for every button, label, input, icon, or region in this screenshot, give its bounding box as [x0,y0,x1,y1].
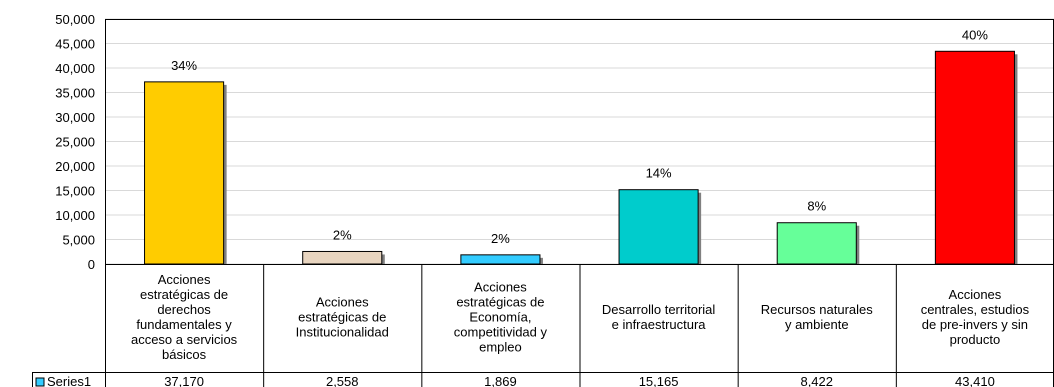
y-tick-label: 30,000 [55,110,95,125]
y-tick-label: 15,000 [55,184,95,199]
table-value: 1,869 [484,374,517,387]
bar-percentage-label: 14% [646,166,672,181]
bars [144,50,1018,265]
gridlines [105,18,1054,265]
table-value: 2,558 [326,374,359,387]
y-tick-label: 5,000 [62,233,95,248]
bar-percentage-label: 2% [491,231,510,246]
y-tick-label: 20,000 [55,159,95,174]
x-category-label: Acciones estratégicas de Economía, competit… [454,280,548,355]
y-tick-label: 50,000 [55,12,95,27]
data-table: Acciones estratégicas de derechos fundament… [32,264,1054,387]
y-axis-tick-labels: 0 5,000 10,000 15,000 20,000 25,000 30,000 35,0… [55,12,95,272]
y-tick-label: 40,000 [55,61,95,76]
x-category-label: Acciones estratégicas de derechos fundament… [131,272,238,362]
y-tick-label: 45,000 [55,37,95,52]
bar-percentage-label: 40% [962,27,988,42]
x-category-label: Acciones estratégicas de Institucionalidad [296,295,389,340]
legend-key [35,377,45,387]
bar-percentage-label: 8% [807,199,826,214]
bar [302,250,383,265]
table-value: 37,170 [164,374,204,387]
bar [144,81,225,265]
x-category-label: Acciones centrales, estudios de pre-invers… [921,287,1030,347]
bar [460,254,541,265]
x-category-label: Desarrollo territorial e infraestructura [602,302,716,332]
bar [776,222,857,265]
bar-percentage-label: 34% [171,58,197,73]
data-labels: 34% 2% 2% 14% 8% 40% [171,27,988,246]
bar-percentage-label: 2% [333,227,352,242]
x-category-label: Recursos naturales y ambiente [761,302,873,332]
y-tick-label: 25,000 [55,135,95,150]
y-tick-label: 0 [88,257,95,272]
table-value: 8,422 [800,374,833,387]
legend-series-name: Series1 [47,374,91,387]
y-tick-label: 35,000 [55,86,95,101]
bar [618,189,699,265]
bar [934,50,1015,265]
table-value: 43,410 [955,374,995,387]
y-tick-label: 10,000 [55,208,95,223]
table-value: 15,165 [639,374,679,387]
